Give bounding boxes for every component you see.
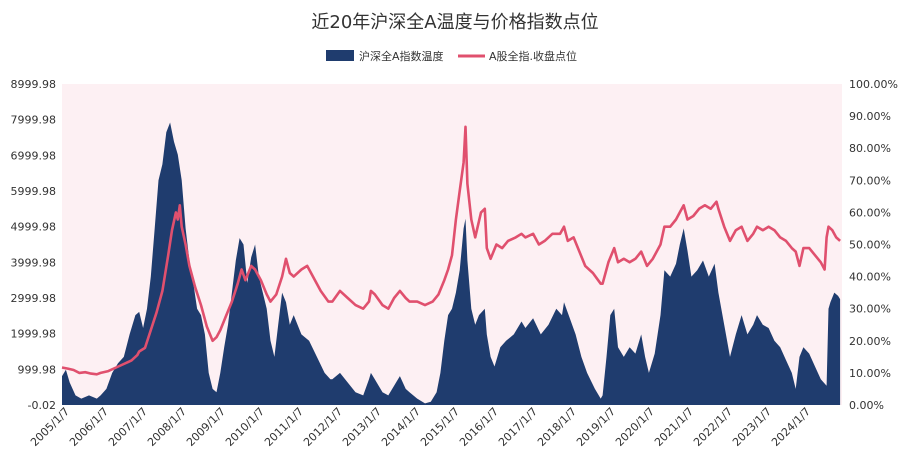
right-axis-tick-label: 60.00%: [849, 206, 891, 219]
left-axis-ticks: -0.02 999.98 1999.98 2999.98 3999.98 4999.98 5…: [11, 78, 57, 412]
x-axis-tick-label: 2012/1/7: [301, 405, 345, 449]
left-axis-tick-label: 5999.98: [11, 185, 57, 198]
x-axis-tick-label: 2019/1/7: [574, 405, 618, 449]
right-axis-tick-label: 80.00%: [849, 142, 891, 155]
legend-label-temperature: 沪深全A指数温度: [359, 49, 444, 63]
temperature-area-series: [62, 122, 841, 405]
right-axis-tick-label: 70.00%: [849, 174, 891, 187]
x-axis-tick-label: 2010/1/7: [223, 405, 267, 449]
right-axis-tick-label: 10.00%: [849, 367, 891, 380]
right-axis-tick-label: 100.00%: [849, 78, 898, 91]
left-axis-tick-label: 8999.98: [11, 78, 57, 91]
x-axis-tick-label: 2017/1/7: [496, 405, 540, 449]
price-index-line-series: [61, 125, 841, 376]
x-axis-tick-label: 2013/1/7: [340, 405, 384, 449]
x-axis-tick-label: 2009/1/7: [184, 405, 228, 449]
right-axis-tick-label: 30.00%: [849, 303, 891, 316]
chart-title: 近20年沪深全A温度与价格指数点位: [311, 12, 598, 33]
left-axis-tick-label: 7999.98: [11, 114, 57, 127]
x-axis-tick-label: 2018/1/7: [535, 405, 579, 449]
x-axis-tick-label: 2024/1/7: [769, 405, 813, 449]
right-axis-tick-label: 20.00%: [849, 335, 891, 348]
x-axis-tick-label: 2016/1/7: [457, 405, 501, 449]
watermark-text: 雪球：六亿居士: [660, 445, 800, 469]
left-axis-tick-label: 2999.98: [11, 292, 57, 305]
x-axis-tick-label: 2011/1/7: [262, 405, 306, 449]
x-axis-tick-label: 2014/1/7: [379, 405, 423, 449]
right-axis-tick-label: 50.00%: [849, 239, 891, 252]
left-axis-tick-label: -0.02: [28, 399, 56, 412]
x-axis-tick-label: 2020/1/7: [613, 405, 657, 449]
left-axis-tick-label: 4999.98: [11, 221, 57, 234]
right-axis-tick-label: 40.00%: [849, 271, 891, 284]
legend: 沪深全A指数温度 A股全指.收盘点位: [326, 49, 577, 63]
left-axis-tick-label: 1999.98: [11, 328, 57, 341]
right-axis-tick-label: 90.00%: [849, 110, 891, 123]
x-axis-tick-label: 2006/1/7: [67, 405, 111, 449]
legend-label-price-index: A股全指.收盘点位: [489, 49, 577, 63]
left-axis-tick-label: 999.98: [18, 363, 57, 376]
x-axis-tick-label: 2015/1/7: [418, 405, 462, 449]
x-axis-ticks: 2005/1/72006/1/72007/1/72008/1/72009/1/7…: [28, 405, 813, 449]
x-axis-tick-label: 2021/1/7: [652, 405, 696, 449]
x-axis-tick-label: 2022/1/7: [691, 405, 735, 449]
x-axis-tick-label: 2007/1/7: [106, 405, 150, 449]
x-axis-tick-label: 2023/1/7: [730, 405, 774, 449]
right-axis-tick-label: 0.00%: [849, 399, 884, 412]
left-axis-tick-label: 3999.98: [11, 256, 57, 269]
left-axis-tick-label: 6999.98: [11, 149, 57, 162]
legend-swatch-temperature: [326, 50, 354, 61]
right-axis-ticks: 0.00% 10.00% 20.00% 30.00% 40.00% 50.00% 60.00…: [849, 78, 898, 412]
x-axis-tick-label: 2008/1/7: [145, 405, 189, 449]
